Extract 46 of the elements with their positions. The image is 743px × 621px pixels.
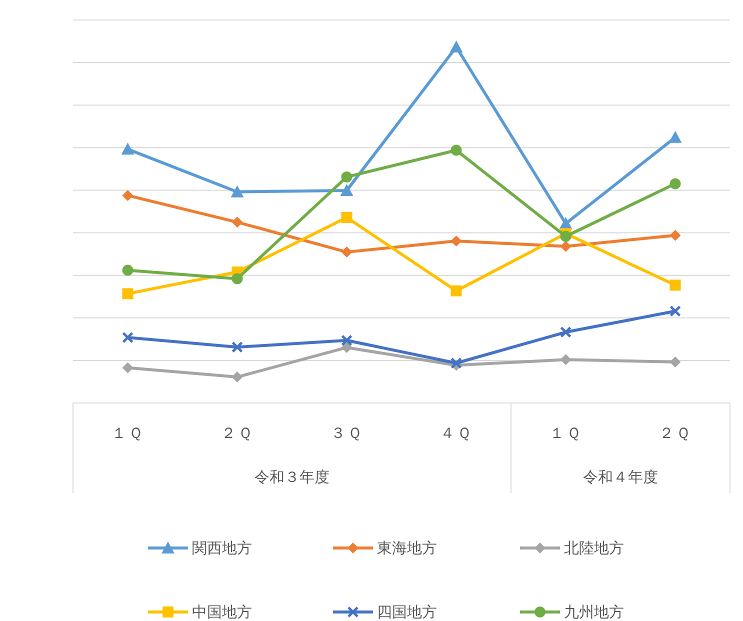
x-tick-label: ２Ｑ	[220, 424, 254, 442]
point	[341, 342, 352, 353]
point	[450, 357, 462, 369]
point	[670, 305, 681, 317]
point	[560, 354, 572, 366]
point	[450, 236, 462, 247]
x-tick-label: ４Ｑ	[440, 424, 473, 442]
point	[122, 190, 134, 201]
point	[122, 264, 134, 276]
legend-label: 九州地方	[564, 603, 624, 621]
point	[232, 372, 243, 383]
point	[232, 341, 243, 353]
legend-label: 東海地方	[377, 539, 437, 557]
point	[341, 334, 352, 346]
point	[232, 273, 243, 284]
point	[340, 184, 354, 196]
legend-label: 中国地方	[192, 603, 252, 621]
x-tick-label: １Ｑ	[549, 424, 582, 442]
point	[670, 356, 681, 368]
legend-label: 関西地方	[192, 539, 252, 557]
point	[122, 332, 134, 344]
point	[122, 362, 134, 374]
point	[122, 288, 134, 300]
text: 令和３年度	[254, 468, 330, 486]
x-tick-label: １Ｑ	[111, 424, 144, 442]
point	[450, 144, 462, 156]
point	[450, 285, 462, 296]
x-tick-label: ２Ｑ	[658, 424, 692, 442]
point	[121, 142, 134, 155]
text: 令和４年度	[583, 468, 658, 486]
point	[670, 178, 681, 190]
x-tick-label: ３Ｑ	[330, 424, 364, 442]
point	[560, 240, 572, 252]
point	[670, 280, 681, 291]
legend-label: 四国地方	[377, 603, 437, 621]
point	[560, 326, 572, 338]
point	[560, 230, 572, 242]
point	[341, 171, 352, 182]
point	[450, 40, 463, 52]
point	[668, 130, 682, 143]
point	[341, 246, 352, 258]
point	[341, 212, 352, 224]
point	[232, 216, 243, 228]
point	[670, 230, 681, 241]
point	[230, 185, 244, 198]
legend-label: 北陸地方	[564, 539, 624, 557]
